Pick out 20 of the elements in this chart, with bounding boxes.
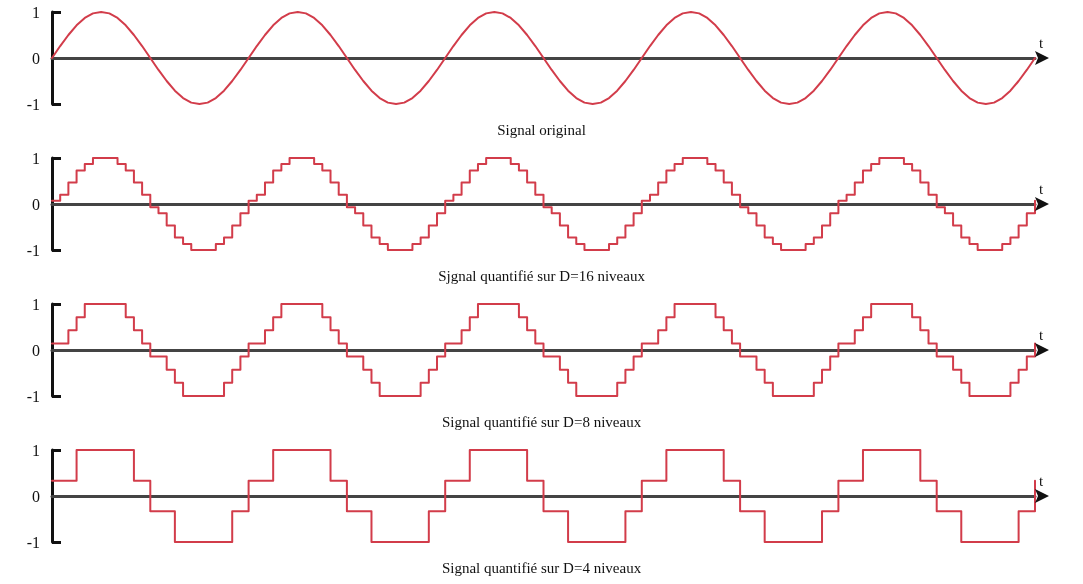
y-tick-label: -1 xyxy=(26,533,40,551)
y-tick-label: 0 xyxy=(32,195,40,213)
text: Signal quantifié sur D=4 niveaux xyxy=(441,559,642,576)
text: Signal quantifié sur D=8 niveaux xyxy=(441,413,642,430)
y-tick-label: -1 xyxy=(26,241,40,259)
text: Sjgnal quantifié sur D=16 niveaux xyxy=(438,267,646,284)
y-tick-label: 1 xyxy=(32,295,40,313)
y-tick-label: 1 xyxy=(32,149,40,167)
x-axis-title: t xyxy=(1039,472,1044,489)
y-tick-label: 0 xyxy=(32,341,40,359)
x-axis-title: t xyxy=(1039,180,1044,197)
y-tick-label: 1 xyxy=(32,3,40,21)
y-tick-label: -1 xyxy=(26,387,40,405)
x-axis-title: t xyxy=(1039,326,1044,343)
text: Signal original xyxy=(497,121,586,138)
y-tick-label: -1 xyxy=(26,95,40,113)
y-tick-label: 1 xyxy=(32,441,40,459)
y-tick-label: 0 xyxy=(32,487,40,505)
x-axis-title: t xyxy=(1039,34,1044,51)
y-tick-label: 0 xyxy=(32,49,40,67)
